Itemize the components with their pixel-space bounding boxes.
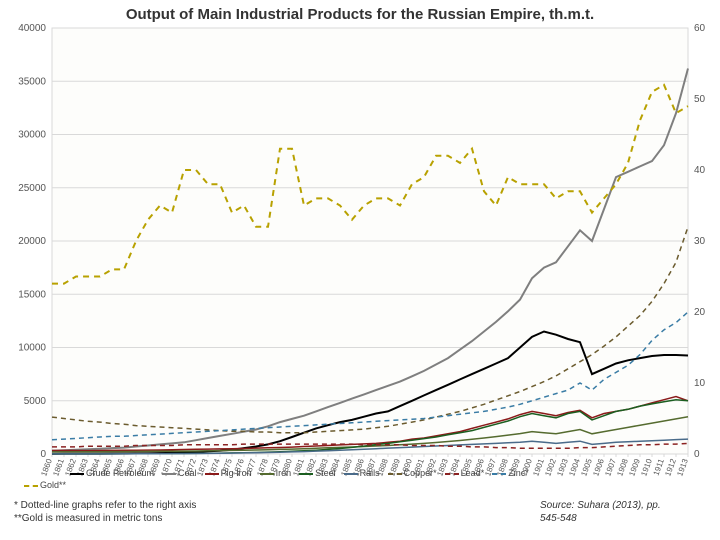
svg-text:10000: 10000 — [18, 343, 46, 354]
footnote-line-2: **Gold is measured in metric tons — [14, 513, 162, 524]
svg-text:5000: 5000 — [24, 396, 47, 407]
svg-text:35000: 35000 — [18, 76, 46, 87]
legend-zinc-: Zinc* — [492, 468, 529, 478]
svg-text:20: 20 — [694, 307, 706, 318]
legend-pig-iron: Pig Iron — [205, 468, 252, 478]
legend-coal: Coal — [162, 468, 197, 478]
legend-rails: Rails — [344, 468, 380, 478]
legend-row-2: Gold** — [24, 480, 74, 490]
svg-text:25000: 25000 — [18, 183, 46, 194]
svg-text:50: 50 — [694, 94, 706, 105]
svg-text:30000: 30000 — [18, 130, 46, 141]
svg-text:40000: 40000 — [18, 23, 46, 34]
legend-row-1: Crude Petroleum Coal Pig Iron Iron Steel Rail… — [70, 468, 537, 478]
legend-lead-: Lead* — [445, 468, 485, 478]
svg-text:60: 60 — [694, 23, 706, 34]
legend-crude-petroleum: Crude Petroleum — [70, 468, 154, 478]
svg-text:30: 30 — [694, 236, 706, 247]
footnote-left: * Dotted-line graphs refer to the right … — [14, 500, 196, 525]
svg-text:15000: 15000 — [18, 289, 46, 300]
svg-text:40: 40 — [694, 165, 706, 176]
legend-steel: Steel — [299, 468, 336, 478]
source-line-1: Source: Suhara (2013), pp. — [540, 500, 661, 511]
svg-text:10: 10 — [694, 378, 706, 389]
svg-text:1913: 1913 — [675, 457, 690, 477]
footnote-source: Source: Suhara (2013), pp. 545-548 — [540, 500, 661, 525]
svg-text:0: 0 — [694, 449, 700, 460]
source-line-2: 545-548 — [540, 513, 577, 524]
svg-text:20000: 20000 — [18, 236, 46, 247]
legend-gold-: Gold** — [24, 480, 66, 490]
footnote-line-1: * Dotted-line graphs refer to the right … — [14, 500, 196, 511]
legend-iron: Iron — [260, 468, 292, 478]
line-chart: 0 5000 10000 15000 20000 25000 30000 35000 40000… — [0, 0, 720, 540]
legend-copper-: Copper* — [388, 468, 437, 478]
